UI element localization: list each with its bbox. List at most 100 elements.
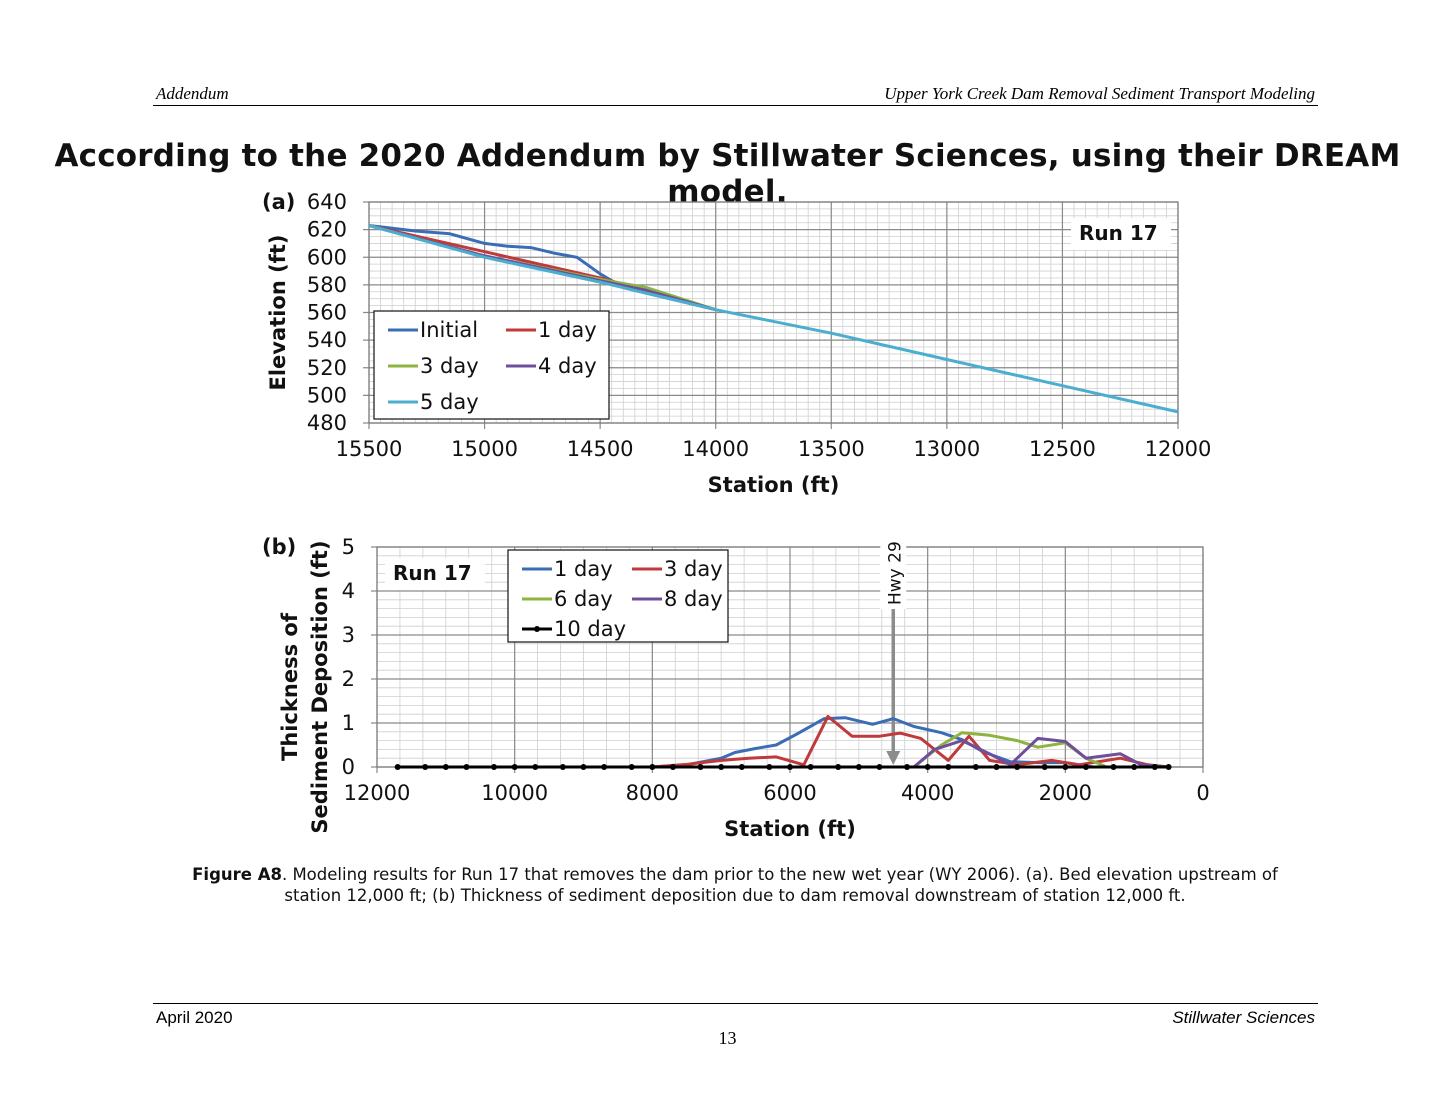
series-point (766, 764, 773, 770)
y-tick-label: 3 (342, 623, 355, 647)
legend-label: 5 day (420, 390, 479, 414)
series-point (1014, 764, 1021, 770)
y-tick-label: 640 (307, 190, 347, 214)
series-point (993, 764, 1000, 770)
series-point (1165, 764, 1172, 770)
x-tick-label: 4000 (901, 781, 954, 805)
series-point (945, 764, 952, 770)
y-tick-label: 4 (342, 579, 355, 603)
series-point (738, 764, 745, 770)
legend-label: 8 day (664, 587, 723, 611)
x-tick-label: 10000 (481, 781, 548, 805)
legend-label: 4 day (538, 354, 597, 378)
x-tick-label: 8000 (626, 781, 679, 805)
footer-org: Stillwater Sciences (1172, 1008, 1315, 1027)
x-tick-label: 15000 (451, 437, 518, 461)
legend-swatch-marker (534, 626, 540, 632)
y-tick-label: 540 (307, 328, 347, 352)
legend-label: 3 day (420, 354, 479, 378)
y-axis-label: Thickness of (278, 612, 302, 761)
caption-text: . Modeling results for Run 17 that remov… (281, 865, 1278, 905)
footer-rule (153, 1003, 1318, 1004)
series-point (463, 764, 470, 770)
y-tick-label: 520 (307, 356, 347, 380)
series-point (904, 764, 911, 770)
series-point (394, 764, 401, 770)
series-point (718, 764, 725, 770)
series-point (835, 764, 842, 770)
panel-label: (b) (262, 535, 296, 559)
x-tick-label: 14500 (567, 437, 634, 461)
x-axis-label: Station (ft) (724, 817, 856, 841)
x-axis-label: Station (ft) (708, 473, 840, 497)
y-tick-label: 0 (342, 755, 355, 779)
y-tick-label: 2 (342, 667, 355, 691)
series-point (807, 764, 814, 770)
y-tick-label: 600 (307, 245, 347, 269)
x-tick-label: 6000 (763, 781, 816, 805)
hwy-marker-label: Hwy 29 (885, 541, 905, 605)
x-tick-label: 13500 (798, 437, 865, 461)
legend-label: 1 day (538, 318, 597, 342)
series-point (972, 764, 979, 770)
legend-label: Initial (420, 318, 478, 342)
series-point (924, 764, 931, 770)
panel-label: (a) (262, 190, 295, 214)
y-tick-label: 580 (307, 273, 347, 297)
plot-area (368, 201, 1179, 424)
series-point (580, 764, 587, 770)
series-point (1110, 764, 1117, 770)
y-tick-label: 500 (307, 383, 347, 407)
legend-label: 6 day (554, 587, 613, 611)
footer-date: April 2020 (156, 1008, 233, 1027)
x-tick-label: 14000 (682, 437, 749, 461)
run-annotation: Run 17 (393, 561, 472, 585)
header-left-text: Addendum (156, 84, 229, 103)
header-right-text: Upper York Creek Dam Removal Sediment Tr… (884, 84, 1315, 103)
x-tick-label: 13000 (913, 437, 980, 461)
series-line-3-day (652, 714, 1169, 769)
series-point (491, 764, 498, 770)
x-tick-label: 0 (1196, 781, 1209, 805)
caption-label: Figure A8 (192, 865, 282, 884)
series-point (422, 764, 429, 770)
series-point (787, 764, 793, 770)
x-tick-label: 12500 (1029, 437, 1096, 461)
series-point (1062, 764, 1069, 770)
series-point (1082, 764, 1089, 770)
series-point (697, 764, 704, 770)
y-axis-label: Elevation (ft) (266, 235, 290, 391)
series-line-8-day (912, 736, 1169, 769)
annotation-bg (1071, 218, 1171, 250)
series-point (1131, 764, 1138, 770)
hwy-marker-arrowhead (886, 751, 901, 765)
x-tick-label: 15500 (336, 437, 403, 461)
x-tick-label: 2000 (1039, 781, 1092, 805)
chart-a: 15500 15000 14500 14000 13500 13000 12500 12000… (262, 190, 1212, 497)
y-tick-label: 560 (307, 301, 347, 325)
figure-caption: Figure A8. Modeling results for Run 17 t… (170, 864, 1300, 906)
series-point (442, 764, 449, 770)
series-point (628, 764, 635, 770)
x-tick-label: 12000 (344, 781, 411, 805)
x-tick-label: 12000 (1145, 437, 1212, 461)
legend-box (507, 549, 729, 643)
y-tick-label: 1 (342, 711, 355, 735)
series-point (559, 764, 566, 770)
main-title: According to the 2020 Addendum by Stillw… (54, 138, 1401, 210)
series-point (669, 764, 676, 770)
annotation-bg (385, 558, 485, 590)
y-tick-label: 480 (307, 411, 347, 435)
series-point (649, 764, 656, 770)
y-axis-label: Sediment Deposition (ft) (308, 540, 332, 833)
chart-b: 12000 10000 8000 6000 4000 2000 0 0 1 2 3 4 5 Run 17 (… (262, 535, 1210, 841)
series-point (601, 764, 608, 770)
legend-label: 10 day (554, 617, 626, 641)
y-tick-label: 620 (307, 218, 347, 242)
legend-label: 1 day (554, 557, 613, 581)
y-tick-label: 5 (342, 535, 355, 559)
header-rule (153, 105, 1318, 106)
run-annotation: Run 17 (1079, 221, 1158, 245)
marker-label-bg (880, 539, 907, 609)
series-point (511, 764, 518, 770)
